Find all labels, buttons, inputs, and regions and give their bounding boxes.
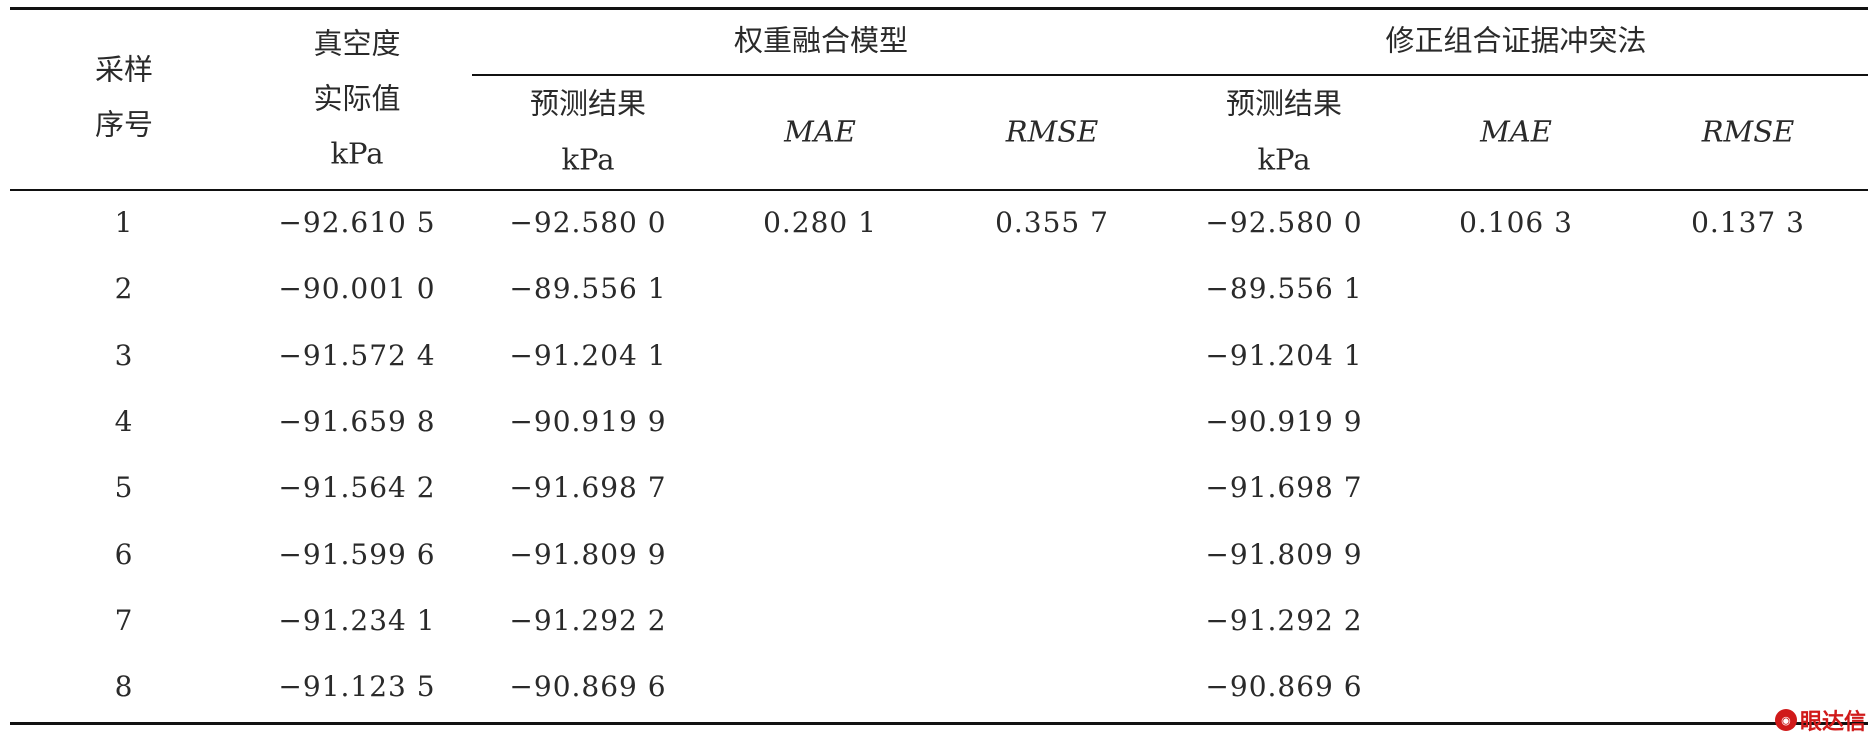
table-cell-n: 8 <box>114 670 134 704</box>
table-cell-actual: −91.234 1 <box>278 603 436 637</box>
table-cell-mae1: 0.280 1 <box>763 206 877 239</box>
header-pred1-unit: kPa <box>561 142 615 177</box>
table-cell-actual: −91.564 2 <box>278 471 436 505</box>
table-cell-p2: −89.556 1 <box>1205 272 1363 306</box>
table-cell-actual: −92.610 5 <box>278 206 436 239</box>
bottom-rule <box>10 722 1868 725</box>
table-cell-actual: −91.659 8 <box>278 404 436 438</box>
table-cell-actual: −90.001 0 <box>278 272 436 306</box>
table-cell-p2: −91.698 7 <box>1205 471 1363 505</box>
table-cell-actual: −91.572 4 <box>278 338 436 372</box>
table-cell-n: 2 <box>114 272 134 306</box>
table-cell-n: 7 <box>114 603 134 637</box>
watermark-text: 眼达信 <box>1799 710 1866 735</box>
header-pred2-line1: 预测结果 <box>1225 86 1343 121</box>
table-cell-p2: −90.869 6 <box>1205 670 1363 704</box>
table-cell-p2: −91.809 9 <box>1205 537 1363 571</box>
table-cell-n: 1 <box>114 206 134 239</box>
header-group2-title: 修正组合证据冲突法 <box>1385 23 1647 58</box>
header-mae2: MAE <box>1480 114 1552 149</box>
header-rmse2: RMSE <box>1701 114 1795 149</box>
table-cell-n: 4 <box>114 404 134 438</box>
header-group1-title: 权重融合模型 <box>733 23 909 58</box>
header-vacuum-unit: kPa <box>330 136 384 171</box>
top-rule <box>10 7 1868 10</box>
table-cell-p1: −90.919 9 <box>509 404 667 438</box>
logo-icon: ◉ <box>1774 709 1797 731</box>
table-cell-actual: −91.599 6 <box>278 537 436 571</box>
header-pred2-unit: kPa <box>1257 142 1311 177</box>
table-cell-n: 6 <box>114 537 134 571</box>
table-cell-rmse2: 0.137 3 <box>1691 206 1805 239</box>
table-cell-n: 5 <box>114 471 134 505</box>
table-cell-n: 3 <box>114 338 134 372</box>
table-cell-p1: −90.869 6 <box>509 670 667 704</box>
header-vacuum-line2: 实际值 <box>313 81 401 116</box>
header-pred1-line1: 预测结果 <box>529 86 647 121</box>
table-cell-p1: −91.292 2 <box>509 603 667 637</box>
table-cell-mae2: 0.106 3 <box>1459 206 1573 239</box>
header-sample-no-line1: 采样 <box>94 52 154 87</box>
table-cell-p1: −91.698 7 <box>509 471 667 505</box>
table-cell-p1: −91.809 9 <box>509 537 667 571</box>
table-cell-actual: −91.123 5 <box>278 670 436 704</box>
table-cell-p1: −89.556 1 <box>509 272 667 306</box>
table-cell-p2: −91.204 1 <box>1205 338 1363 372</box>
table-cell-p2: −91.292 2 <box>1205 603 1363 637</box>
table-cell-p1: −91.204 1 <box>509 338 667 372</box>
header-rule <box>10 189 1868 191</box>
table-cell-p1: −92.580 0 <box>509 206 667 239</box>
header-sample-no-line2: 序号 <box>94 107 154 142</box>
table-cell-p2: −90.919 9 <box>1205 404 1363 438</box>
table-cell-p2: −92.580 0 <box>1205 206 1363 239</box>
header-vacuum-line1: 真空度 <box>313 26 401 61</box>
header-rmse1: RMSE <box>1005 114 1099 149</box>
table-cell-rmse1: 0.355 7 <box>995 206 1109 239</box>
header-mae1: MAE <box>784 114 856 149</box>
group-rule <box>472 74 1868 76</box>
watermark: ◉ 眼达信 <box>1774 706 1866 735</box>
